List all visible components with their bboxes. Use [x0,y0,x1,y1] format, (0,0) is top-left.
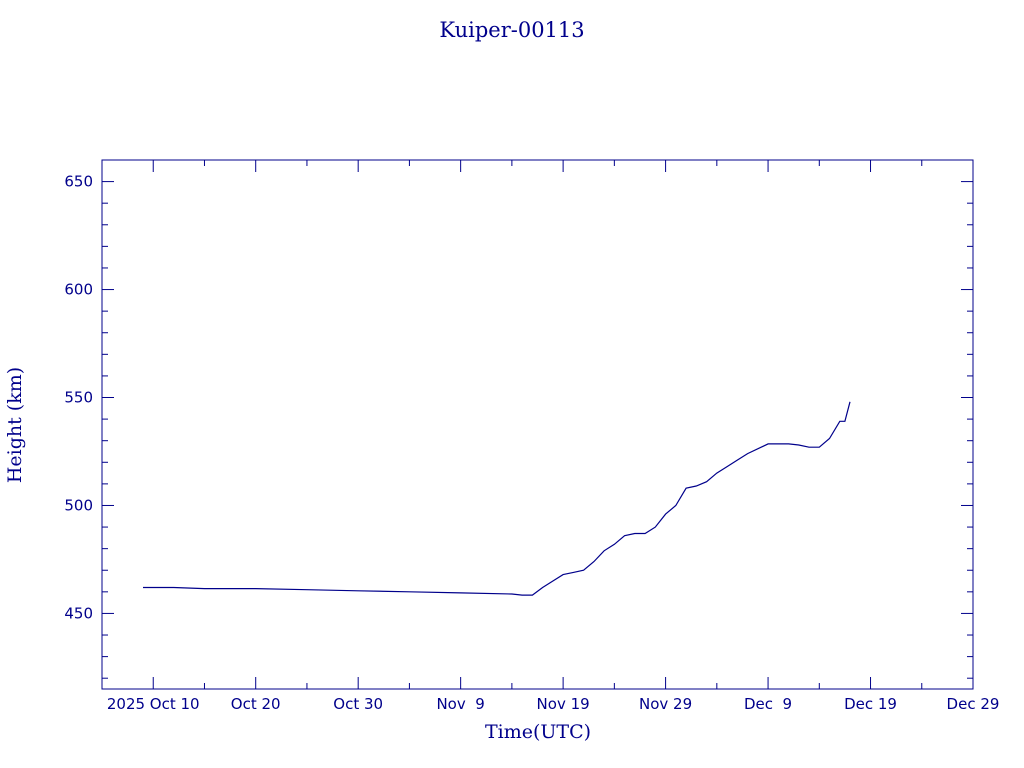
axis-ticks [101,159,974,689]
plot-frame [101,159,974,690]
y-tick-labels: 450 500 550 600 650 [64,173,93,623]
chart-title: Kuiper-00113 [439,18,584,42]
x-tick-labels: 2025 Oct 10 Oct 20 Oct 30 Nov 9 Nov 19 Nov 29… [107,695,1000,713]
x-tick-label: 2025 Oct 10 [107,695,200,713]
x-tick-label: Oct 20 [231,695,281,713]
y-axis-label: Height (km) [4,367,26,483]
y-tick-label: 550 [64,389,93,407]
x-axis-label: Time(UTC) [485,721,591,743]
x-tick-label: Nov 9 [436,695,484,713]
x-tick-label: Dec 29 [947,695,1000,713]
y-tick-label: 650 [64,173,93,191]
y-tick-label: 600 [64,281,93,299]
x-tick-label: Oct 30 [333,695,383,713]
height-series-line [143,401,851,596]
x-tick-label: Dec 19 [844,695,897,713]
x-tick-label: Dec 9 [744,695,792,713]
y-tick-label: 500 [64,496,93,514]
x-tick-label: Nov 19 [537,695,590,713]
y-tick-label: 450 [64,604,93,622]
x-tick-label: Nov 29 [639,695,692,713]
